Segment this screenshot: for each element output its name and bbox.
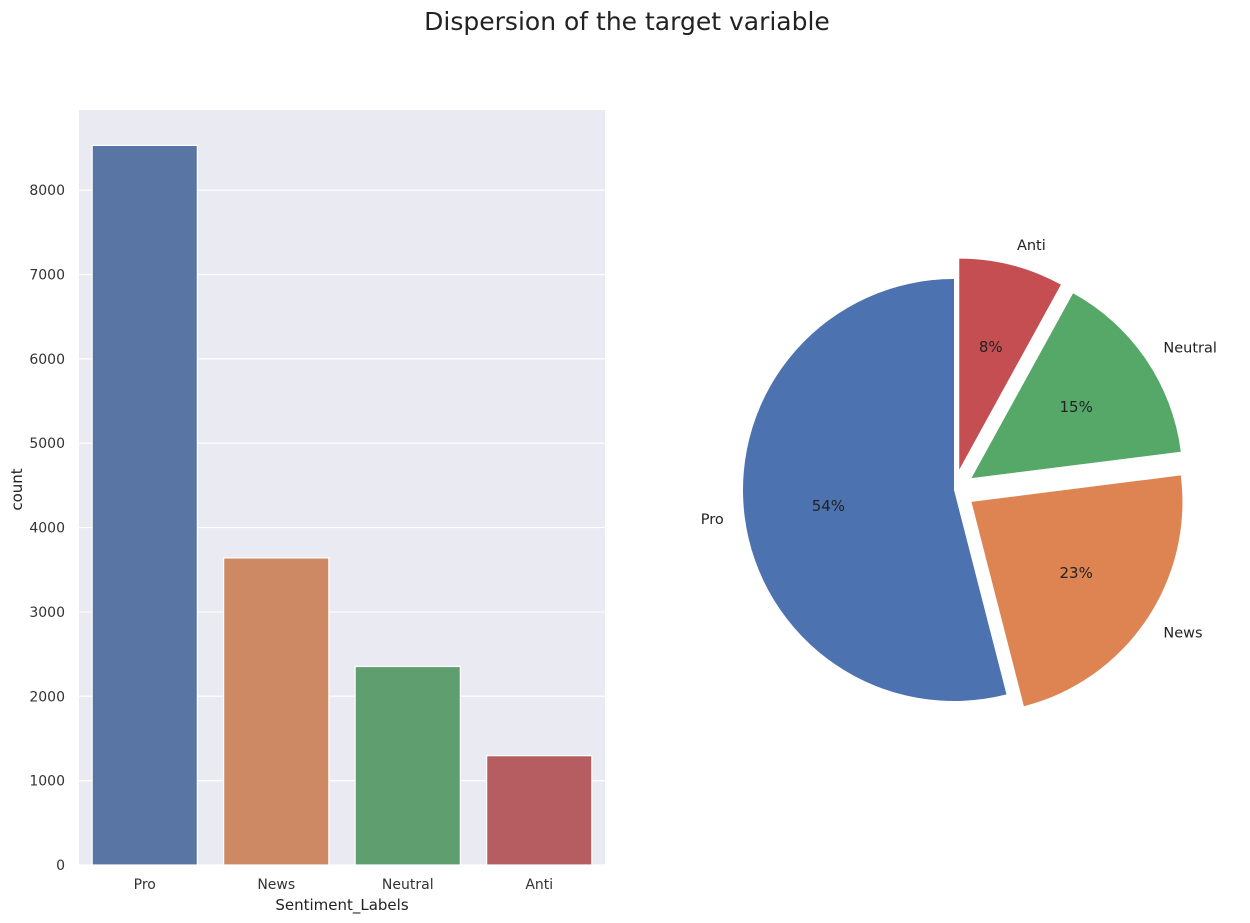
pie-slice-label: Anti [1017, 238, 1046, 254]
y-tick-label: 6000 [29, 352, 65, 368]
pie-wedge [742, 279, 1007, 701]
pie-slice-label: Neutral [1163, 341, 1217, 357]
x-axis-ticks: Pro News Neutral Anti [134, 877, 554, 893]
y-tick-label: 0 [56, 858, 65, 874]
pie-chart: Pro 54% News 23% Neutral 15% Anti 8% [701, 238, 1217, 707]
bar [91, 144, 198, 866]
pie-percent-label: 54% [812, 497, 845, 515]
y-axis-label: count [8, 468, 26, 510]
figure-title: Dispersion of the target variable [424, 7, 830, 36]
pie-percent-label: 15% [1059, 398, 1092, 416]
pie-wedges [742, 258, 1183, 707]
y-tick-label: 4000 [29, 521, 65, 537]
bar [486, 755, 593, 866]
y-tick-label: 7000 [29, 267, 65, 283]
y-tick-label: 3000 [29, 605, 65, 621]
pie-percent-label: 23% [1059, 564, 1092, 582]
y-tick-label: 8000 [29, 183, 65, 199]
bar-chart: 0 1000 2000 3000 4000 5000 6000 7000 8000 Pro New… [8, 110, 605, 915]
bar-marks [91, 144, 593, 866]
pie-percent-label: 8% [979, 338, 1003, 356]
pie-wedge [959, 258, 1061, 470]
pie-slice-label: News [1163, 625, 1202, 641]
pie-wedge [971, 293, 1181, 479]
y-axis-ticks: 0 1000 2000 3000 4000 5000 6000 7000 8000 [29, 183, 65, 874]
x-tick-label: Anti [525, 877, 553, 893]
bar [223, 557, 330, 866]
pie-labels: Pro 54% News 23% Neutral 15% Anti 8% [701, 238, 1217, 642]
x-axis-label: Sentiment_Labels [275, 896, 409, 915]
y-tick-label: 1000 [29, 774, 65, 790]
y-tick-label: 5000 [29, 436, 65, 452]
x-tick-label: News [257, 877, 295, 893]
x-tick-label: Neutral [382, 877, 434, 893]
x-tick-label: Pro [134, 877, 156, 893]
bar [354, 665, 461, 866]
pie-slice-label: Pro [701, 512, 724, 528]
y-tick-label: 2000 [29, 689, 65, 705]
pie-wedge [971, 475, 1183, 707]
